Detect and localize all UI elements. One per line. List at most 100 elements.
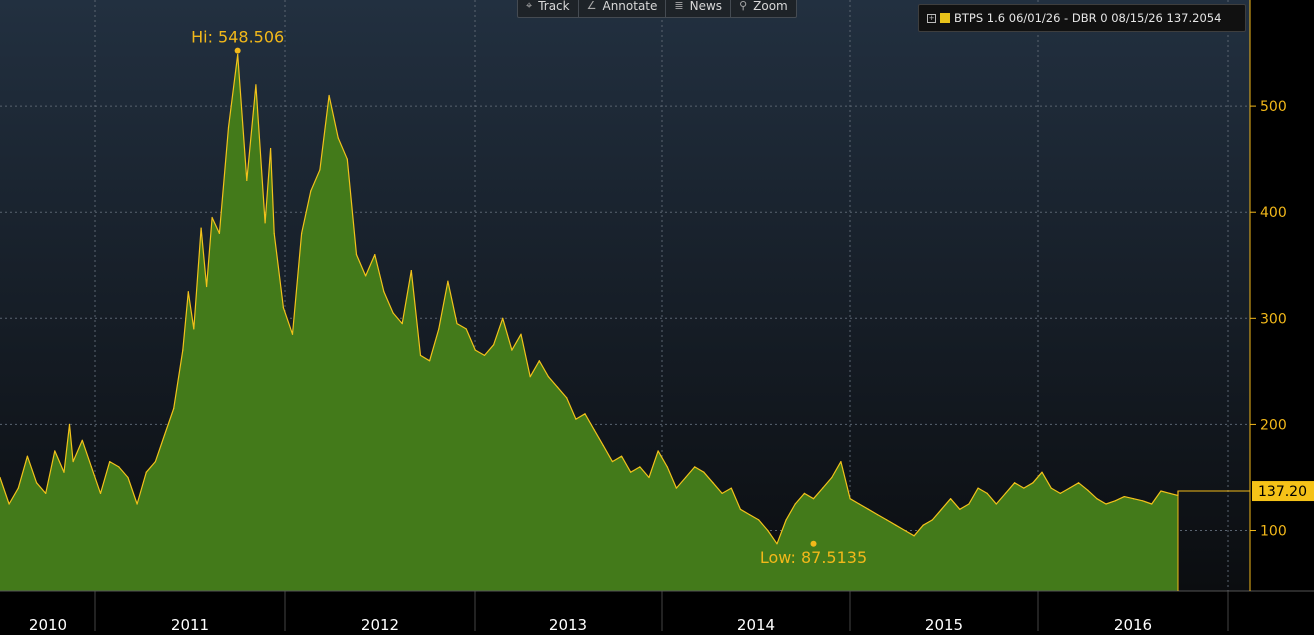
data-point <box>365 275 367 277</box>
annotate-button[interactable]: ∠ Annotate <box>579 0 667 17</box>
data-point <box>493 344 495 346</box>
data-point <box>959 508 961 510</box>
data-point <box>986 492 988 494</box>
data-point <box>419 354 422 357</box>
legend-toggle-icon[interactable]: + <box>927 13 936 23</box>
data-point <box>1169 492 1171 494</box>
data-point <box>456 323 458 325</box>
data-point <box>511 349 513 351</box>
legend-label: BTPS 1.6 06/01/26 - DBR 0 08/15/26 137.2… <box>954 11 1222 25</box>
y-tick-label: 500 <box>1260 99 1287 115</box>
data-point <box>840 460 842 463</box>
data-point <box>109 460 111 463</box>
high-label: Hi: 548.506 <box>191 28 284 47</box>
annotations: 137.20 Hi: 548.506 Low: 87.5135 <box>191 28 1314 591</box>
news-button[interactable]: ≣ News <box>666 0 732 17</box>
data-point <box>566 397 568 399</box>
data-point <box>1078 482 1080 484</box>
data-point <box>145 471 147 473</box>
data-point <box>1014 482 1016 484</box>
data-point <box>630 471 632 473</box>
data-point <box>118 466 120 468</box>
data-point <box>703 471 705 473</box>
x-tick-label: 2011 <box>171 616 209 631</box>
data-point <box>822 487 824 489</box>
data-point <box>1141 500 1144 502</box>
data-point <box>1059 492 1061 494</box>
data-point <box>529 376 531 378</box>
data-point <box>182 349 184 351</box>
magnifier-icon: ⚲ <box>739 0 748 12</box>
data-point <box>205 285 208 288</box>
data-point <box>1068 487 1071 489</box>
data-point <box>977 487 979 489</box>
data-point <box>931 519 933 521</box>
data-point <box>748 514 751 516</box>
bottom-axis-background <box>0 591 1314 631</box>
data-point <box>211 216 213 219</box>
data-point <box>429 360 431 362</box>
data-point <box>187 291 189 293</box>
data-point <box>895 524 897 526</box>
data-point <box>273 232 275 235</box>
data-point <box>1123 495 1125 498</box>
data-point <box>849 498 851 500</box>
low-marker <box>810 540 817 547</box>
data-point <box>785 519 787 521</box>
zoom-label: Zoom <box>753 0 788 13</box>
data-point <box>68 423 71 426</box>
data-point <box>355 254 358 256</box>
data-point <box>35 482 38 484</box>
data-point <box>575 418 577 420</box>
data-point <box>63 471 65 473</box>
x-tick-label: 2015 <box>925 616 963 631</box>
news-label: News <box>689 0 723 13</box>
data-point <box>730 487 732 489</box>
zoom-button[interactable]: ⚲ Zoom <box>731 0 796 17</box>
data-point <box>237 54 239 56</box>
y-tick-label: 100 <box>1260 524 1287 540</box>
data-point <box>255 84 257 86</box>
data-point <box>1087 489 1089 491</box>
high-marker <box>234 47 241 54</box>
data-point <box>447 280 449 282</box>
data-point <box>739 508 742 510</box>
data-point <box>602 445 604 447</box>
data-point <box>310 190 312 192</box>
data-point <box>1114 500 1116 502</box>
data-point <box>886 519 888 521</box>
low-label: Low: 87.5135 <box>760 548 867 567</box>
data-point <box>465 328 467 330</box>
news-icon: ≣ <box>674 0 684 12</box>
data-point <box>319 169 321 171</box>
data-point <box>721 492 723 494</box>
data-point <box>136 503 138 505</box>
series-area <box>0 54 1178 592</box>
data-point <box>904 529 906 532</box>
data-point <box>876 514 879 516</box>
data-point <box>1032 482 1034 484</box>
y-tick-label: 400 <box>1260 205 1287 221</box>
data-point <box>154 460 156 463</box>
legend[interactable]: + BTPS 1.6 06/01/26 - DBR 0 08/15/26 137… <box>918 4 1246 32</box>
data-point <box>639 466 641 468</box>
track-button[interactable]: ⌖ Track <box>518 0 579 17</box>
data-point <box>502 317 504 319</box>
data-point <box>758 519 760 521</box>
data-point <box>812 498 815 500</box>
data-point <box>712 482 714 484</box>
data-point <box>520 333 522 335</box>
data-point <box>483 354 486 357</box>
legend-swatch <box>940 13 950 23</box>
data-point <box>968 503 970 505</box>
data-point <box>72 460 74 463</box>
data-point <box>81 439 83 441</box>
data-point <box>794 503 796 505</box>
data-point <box>54 450 56 452</box>
data-point <box>995 503 997 505</box>
data-point <box>218 232 220 235</box>
data-point <box>17 487 19 489</box>
crosshair-icon: ⌖ <box>526 0 533 12</box>
data-point <box>8 503 10 505</box>
